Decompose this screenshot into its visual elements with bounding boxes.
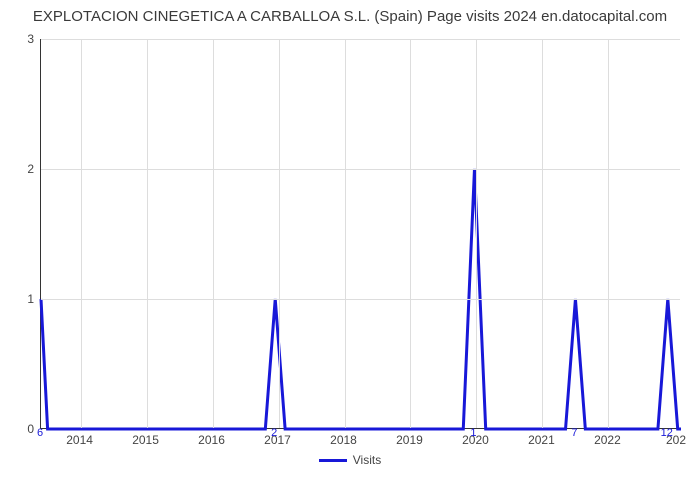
gridline-vertical: [147, 39, 148, 428]
legend: Visits: [0, 453, 700, 467]
gridline-vertical: [542, 39, 543, 428]
gridline-vertical: [608, 39, 609, 428]
data-point-value-label: 7: [571, 427, 577, 439]
x-axis-tick-label: 2019: [396, 433, 423, 447]
x-axis-tick-label: 2018: [330, 433, 357, 447]
data-point-value-label: 12: [661, 427, 673, 439]
y-axis-tick-label: 0: [4, 422, 34, 436]
chart-title: EXPLOTACION CINEGETICA A CARBALLOA S.L. …: [0, 0, 700, 29]
plot-area: [40, 39, 680, 429]
gridline-horizontal: [41, 299, 680, 300]
gridline-vertical: [213, 39, 214, 428]
gridline-vertical: [279, 39, 280, 428]
data-point-value-label: 2: [271, 427, 277, 439]
gridline-vertical: [81, 39, 82, 428]
x-axis-tick-label: 2016: [198, 433, 225, 447]
x-axis-tick-label: 2021: [528, 433, 555, 447]
data-point-value-label: 6: [37, 427, 43, 439]
gridline-horizontal: [41, 169, 680, 170]
chart-container: Visits 012320142015201620172018201920202…: [0, 29, 700, 469]
data-point-value-label: 1: [470, 427, 476, 439]
legend-label: Visits: [353, 453, 381, 467]
y-axis-tick-label: 3: [4, 32, 34, 46]
x-axis-tick-label: 2022: [594, 433, 621, 447]
x-axis-tick-label: 2014: [66, 433, 93, 447]
y-axis-tick-label: 2: [4, 162, 34, 176]
gridline-vertical: [410, 39, 411, 428]
gridline-vertical: [345, 39, 346, 428]
line-series: [41, 39, 680, 428]
gridline-vertical: [476, 39, 477, 428]
x-axis-tick-label: 2017: [264, 433, 291, 447]
legend-swatch: [319, 459, 347, 462]
y-axis-tick-label: 1: [4, 292, 34, 306]
x-axis-tick-label: 2015: [132, 433, 159, 447]
gridline-horizontal: [41, 39, 680, 40]
